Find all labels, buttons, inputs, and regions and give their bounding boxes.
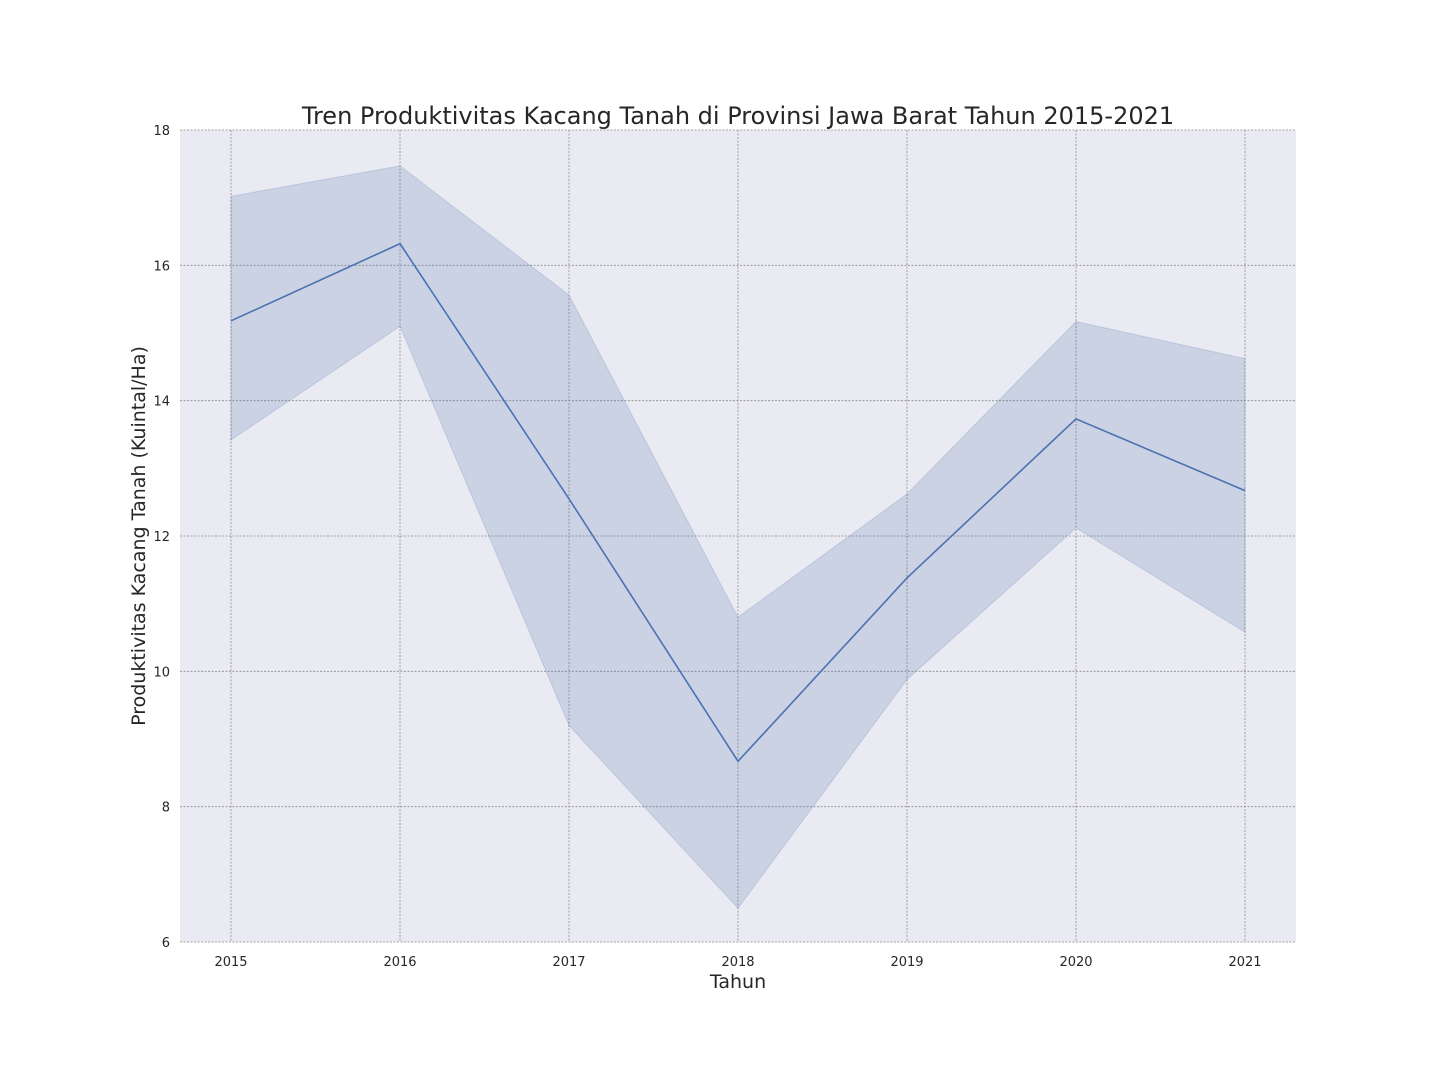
y-axis-ticks: 6 8 10 12 14 16 18 [153,124,170,951]
x-tick-label: 2017 [552,955,585,970]
x-axis-label: Tahun [709,971,766,993]
x-tick-label: 2020 [1059,955,1092,970]
x-axis-ticks: 2015 2016 2017 2018 2019 2020 2021 [214,955,1261,970]
y-tick-label: 10 [153,665,170,680]
y-axis-label: Produktivitas Kacang Tanah (Kuintal/Ha) [128,346,150,726]
y-tick-label: 6 [162,936,170,951]
x-tick-label: 2015 [214,955,247,970]
x-tick-label: 2019 [890,955,923,970]
y-tick-label: 16 [153,259,170,274]
y-tick-label: 14 [153,395,170,410]
chart-title: Tren Produktivitas Kacang Tanah di Provi… [301,102,1174,130]
x-tick-label: 2016 [383,955,416,970]
y-tick-label: 18 [153,124,170,139]
y-tick-label: 12 [153,530,170,545]
y-tick-label: 8 [162,801,170,816]
x-tick-label: 2018 [721,955,754,970]
x-tick-label: 2021 [1228,955,1261,970]
